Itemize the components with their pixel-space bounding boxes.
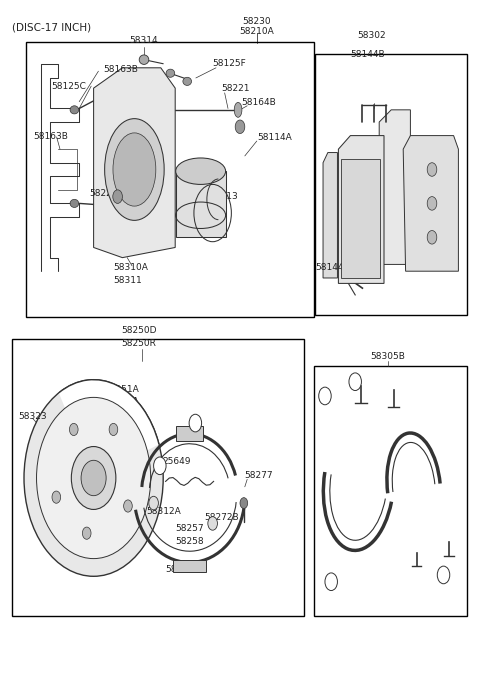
Polygon shape (94, 68, 175, 258)
Bar (12, 339, 304, 616)
Circle shape (240, 498, 248, 508)
Circle shape (325, 573, 337, 591)
Polygon shape (403, 136, 458, 271)
Text: 58113: 58113 (210, 192, 239, 201)
Ellipse shape (105, 119, 164, 220)
Text: 58114A: 58114A (257, 133, 291, 142)
Text: 58305B: 58305B (371, 352, 405, 361)
Bar (315, 54, 467, 315)
Circle shape (189, 414, 202, 432)
Bar (173, 560, 206, 572)
Text: 58163B: 58163B (103, 65, 138, 75)
Text: 58258: 58258 (176, 536, 204, 546)
Circle shape (83, 527, 91, 539)
Text: 58257: 58257 (176, 524, 204, 534)
Bar (341, 159, 380, 278)
Polygon shape (379, 110, 410, 264)
Circle shape (208, 517, 217, 530)
Circle shape (349, 373, 361, 391)
Text: 58323: 58323 (18, 412, 47, 421)
Text: 58230: 58230 (242, 17, 271, 26)
Circle shape (72, 447, 116, 509)
Text: 58250R: 58250R (122, 338, 156, 348)
Circle shape (124, 500, 132, 512)
Bar (26, 42, 314, 317)
Text: 58125C: 58125C (51, 81, 86, 91)
Circle shape (437, 566, 450, 584)
Text: 58222: 58222 (89, 188, 117, 198)
Text: 58144B: 58144B (315, 263, 350, 273)
Text: 58221: 58221 (221, 84, 249, 94)
Text: 58144B: 58144B (350, 49, 384, 59)
Text: 58210A: 58210A (240, 27, 274, 36)
Text: 1: 1 (329, 577, 334, 586)
Text: 58272B: 58272B (204, 513, 239, 522)
Circle shape (36, 397, 151, 559)
Circle shape (113, 190, 122, 203)
Text: 58252A: 58252A (105, 397, 139, 406)
Text: 58164B: 58164B (126, 192, 160, 201)
Text: 58268: 58268 (166, 565, 194, 574)
Text: 58250D: 58250D (121, 326, 157, 336)
Circle shape (427, 163, 437, 176)
Ellipse shape (183, 77, 192, 85)
Ellipse shape (234, 102, 242, 117)
Text: 2: 2 (353, 377, 358, 386)
Ellipse shape (113, 133, 156, 206)
Circle shape (109, 423, 118, 435)
Text: 58311: 58311 (113, 275, 142, 285)
Ellipse shape (70, 106, 79, 114)
Text: 58277: 58277 (244, 471, 273, 481)
Text: 58314: 58314 (130, 36, 158, 45)
Ellipse shape (176, 158, 226, 184)
Text: 58235C: 58235C (179, 179, 214, 188)
Text: 58312A: 58312A (146, 506, 181, 516)
Text: 2: 2 (193, 418, 198, 428)
Text: (DISC-17 INCH): (DISC-17 INCH) (12, 22, 91, 33)
Circle shape (427, 231, 437, 244)
Circle shape (52, 491, 60, 503)
Bar (176, 172, 226, 237)
Text: 2: 2 (441, 570, 446, 580)
Circle shape (70, 423, 78, 435)
Text: 58251A: 58251A (105, 384, 139, 394)
Text: 1: 1 (157, 461, 162, 471)
Circle shape (149, 496, 158, 510)
Text: 58163B: 58163B (34, 132, 69, 141)
Text: 58302: 58302 (358, 31, 386, 40)
Text: 1: 1 (323, 391, 327, 401)
Polygon shape (323, 153, 337, 278)
Circle shape (24, 380, 163, 576)
Wedge shape (59, 380, 159, 478)
Text: 25649: 25649 (162, 456, 191, 466)
Ellipse shape (166, 69, 175, 77)
Text: 58164B: 58164B (241, 98, 276, 107)
Bar (314, 366, 467, 616)
Ellipse shape (139, 55, 149, 64)
Circle shape (154, 457, 166, 475)
Text: 58125F: 58125F (212, 59, 246, 68)
Circle shape (235, 120, 245, 134)
Bar (176, 426, 203, 441)
Circle shape (81, 460, 106, 496)
Polygon shape (338, 136, 384, 283)
Circle shape (427, 197, 437, 210)
Circle shape (319, 387, 331, 405)
Text: 58310A: 58310A (113, 262, 148, 272)
Ellipse shape (70, 199, 79, 207)
Text: 58235C: 58235C (184, 192, 219, 201)
